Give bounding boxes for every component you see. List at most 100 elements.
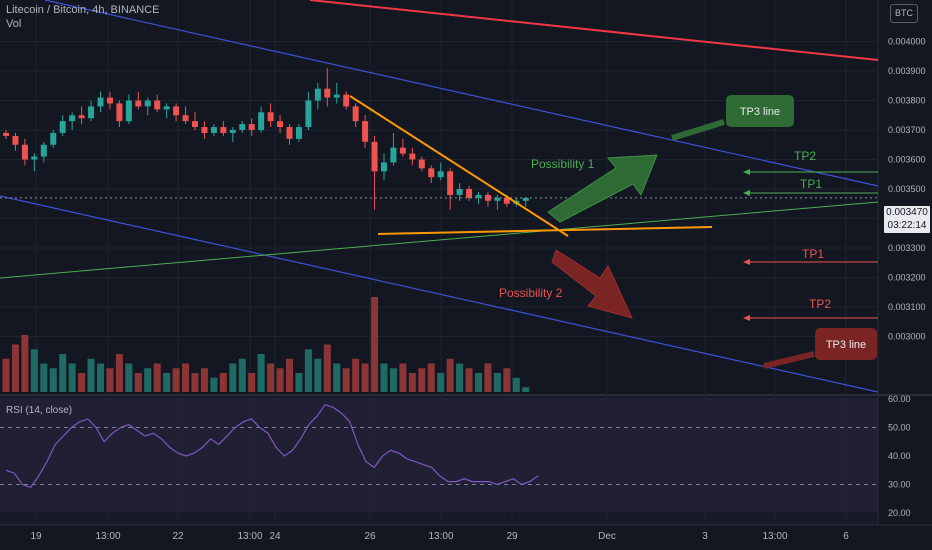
candle-body [192,121,198,128]
volume-bar [229,363,237,392]
candle-body [418,159,425,169]
candle-body [106,97,113,104]
volume-bar [115,354,123,392]
volume-bar [172,368,180,392]
volume-bar [323,344,331,392]
time-tick-label: 13:00 [95,531,120,542]
symbol-title[interactable]: Litecoin / Bitcoin, 4h, BINANCE [6,4,160,16]
candle-body [333,94,340,98]
candle-body [362,121,369,142]
candle-body [154,100,161,110]
volume-bar [11,344,19,392]
current-price-tag: 0.003470 03:22:14 [884,206,930,233]
tp3-upper-label: TP3 line [740,106,780,118]
candle-body [295,127,302,139]
volume-bar [361,363,369,392]
possibility-2-arrow [551,249,633,319]
possibility-1-arrow [547,154,658,223]
time-tick-label: Dec [598,531,616,542]
candle-body [182,115,189,122]
price-tick-label: 0.004000 [888,37,926,47]
volume-bar [2,358,10,392]
candle-body [447,171,454,195]
volume-bar [389,368,397,392]
volume-bar [200,368,208,392]
candle-body [258,112,265,130]
volume-bar [371,297,379,392]
tp3-upper-callout [726,95,794,127]
volume-bar [153,363,161,392]
candle-body [494,197,501,201]
rsi-line [5,403,539,489]
volume-bar [503,368,511,392]
volume-bar [408,373,416,392]
currency-badge[interactable]: BTC [890,4,918,23]
candle-body [125,100,132,122]
candle-body [97,97,104,107]
volume-bar [512,377,520,392]
candle-body [267,112,274,122]
volume-bar [465,368,473,392]
tp-upper-arrowhead [743,169,750,175]
rsi-tick-label: 40.00 [888,451,911,461]
rsi-tick-label: 20.00 [888,508,911,518]
candle-body [173,106,180,116]
volume-bar [276,368,284,392]
volume-bar [191,373,199,392]
descending-red-line [309,0,879,61]
volume-bar [210,377,218,392]
volume-label: Vol [6,18,22,30]
rsi-title: RSI (14, close) [6,405,72,416]
candle-body [78,115,85,119]
price-tick-label: 0.003600 [888,155,926,165]
volume-bar [257,354,265,392]
volume-bar [125,363,133,392]
candle-body [88,106,95,119]
volume-bar [163,373,171,392]
chart-header: Litecoin / Bitcoin, 4h, BINANCE Vol [6,3,159,31]
triangle-support-line [377,226,713,235]
candle-body [503,197,510,204]
candle-body [324,88,331,98]
tp3-lower-callout [815,328,877,360]
rsi-tick-label: 30.00 [888,480,911,490]
time-tick-label: 22 [172,531,184,542]
volume-bar [333,363,341,392]
volume-bar [97,363,104,392]
tp-lower-label: TP1 [802,247,824,261]
price-tick-label: 0.003500 [888,184,926,194]
time-tick-label: 6 [843,531,849,542]
tp-lower-arrowhead [743,315,750,321]
candle-body [466,189,473,198]
tp3-upper-pointer [671,119,725,141]
candle-body [210,127,217,133]
volume-bar [399,363,407,392]
price-tick-label: 0.003200 [888,273,926,283]
price-tick-label: 0.003900 [888,66,926,76]
candle-body [484,194,491,201]
time-tick-label: 19 [30,531,42,542]
candle-body [116,103,123,122]
volume-bar [380,363,388,392]
candle-body [144,100,151,107]
price-tick-label: 0.003800 [888,96,926,106]
volume-bar [248,373,256,392]
time-tick-label: 26 [364,531,376,542]
volume-bar [106,368,114,392]
volume-bar [40,363,48,392]
candle-body [352,106,359,122]
time-tick-label: 3 [702,531,708,542]
volume-bar [295,373,303,392]
volume-bar [352,358,360,392]
volume-bar [304,349,312,392]
candle-body [475,194,482,198]
volume-bar [267,363,275,392]
candle-body [286,127,293,139]
candle-body [381,162,387,172]
possibility-1-label: Possibility 1 [531,157,595,171]
long-green-trendline [0,201,879,279]
candle-body [428,168,435,178]
possibility-2-label: Possibility 2 [499,286,563,300]
volume-bar [418,368,426,392]
